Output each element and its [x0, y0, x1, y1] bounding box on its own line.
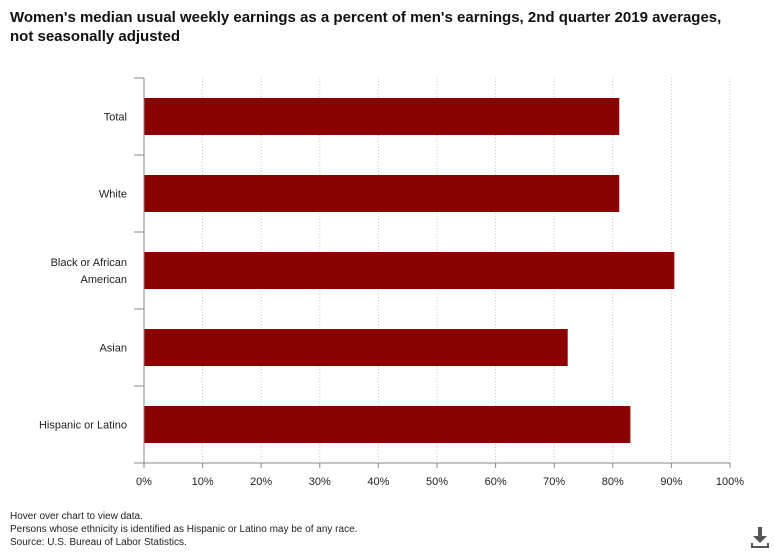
- x-tick-label: 80%: [602, 476, 624, 488]
- hover-hint: Hover over chart to view data.: [10, 511, 143, 522]
- x-tick-label: 0%: [136, 476, 152, 488]
- category-label: White: [99, 189, 127, 201]
- x-tick-label: 40%: [367, 476, 389, 488]
- category-label: Black or African American: [51, 257, 127, 286]
- category-labels: Total White Black or African American Asian H…: [39, 112, 127, 432]
- source-note: Source: U.S. Bureau of Labor Statistics.: [10, 537, 187, 548]
- x-tick-label: 30%: [309, 476, 331, 488]
- download-icon: [751, 527, 769, 548]
- chart-area[interactable]: Total White Black or African American Asian H…: [0, 0, 774, 500]
- x-tick-label: 50%: [426, 476, 448, 488]
- axes: [134, 77, 731, 468]
- download-button[interactable]: [749, 525, 771, 549]
- bar-hispanic-or-latino[interactable]: [144, 406, 631, 443]
- category-label: Asian: [99, 343, 127, 355]
- bars: [144, 98, 675, 443]
- category-label: Total: [104, 112, 127, 124]
- x-tick-label: 20%: [250, 476, 272, 488]
- x-tick-label: 70%: [543, 476, 565, 488]
- bar-total[interactable]: [144, 98, 620, 135]
- bar-black-or-african-american[interactable]: [144, 252, 675, 289]
- ethnicity-note: Persons whose ethnicity is identified as…: [10, 524, 358, 535]
- x-tick-labels: 0% 10% 20% 30% 40% 50% 60% 70% 80% 90% 100%: [136, 476, 744, 488]
- x-tick-label: 100%: [716, 476, 744, 488]
- x-tick-label: 90%: [660, 476, 682, 488]
- x-tick-label: 10%: [192, 476, 214, 488]
- category-label: Hispanic or Latino: [39, 420, 127, 432]
- chart-title: Women's median usual weekly earnings as …: [10, 9, 722, 45]
- x-tick-label: 60%: [485, 476, 507, 488]
- footnotes: Hover over chart to view data. Persons w…: [10, 510, 357, 549]
- bar-white[interactable]: [144, 175, 620, 212]
- bar-asian[interactable]: [144, 329, 568, 366]
